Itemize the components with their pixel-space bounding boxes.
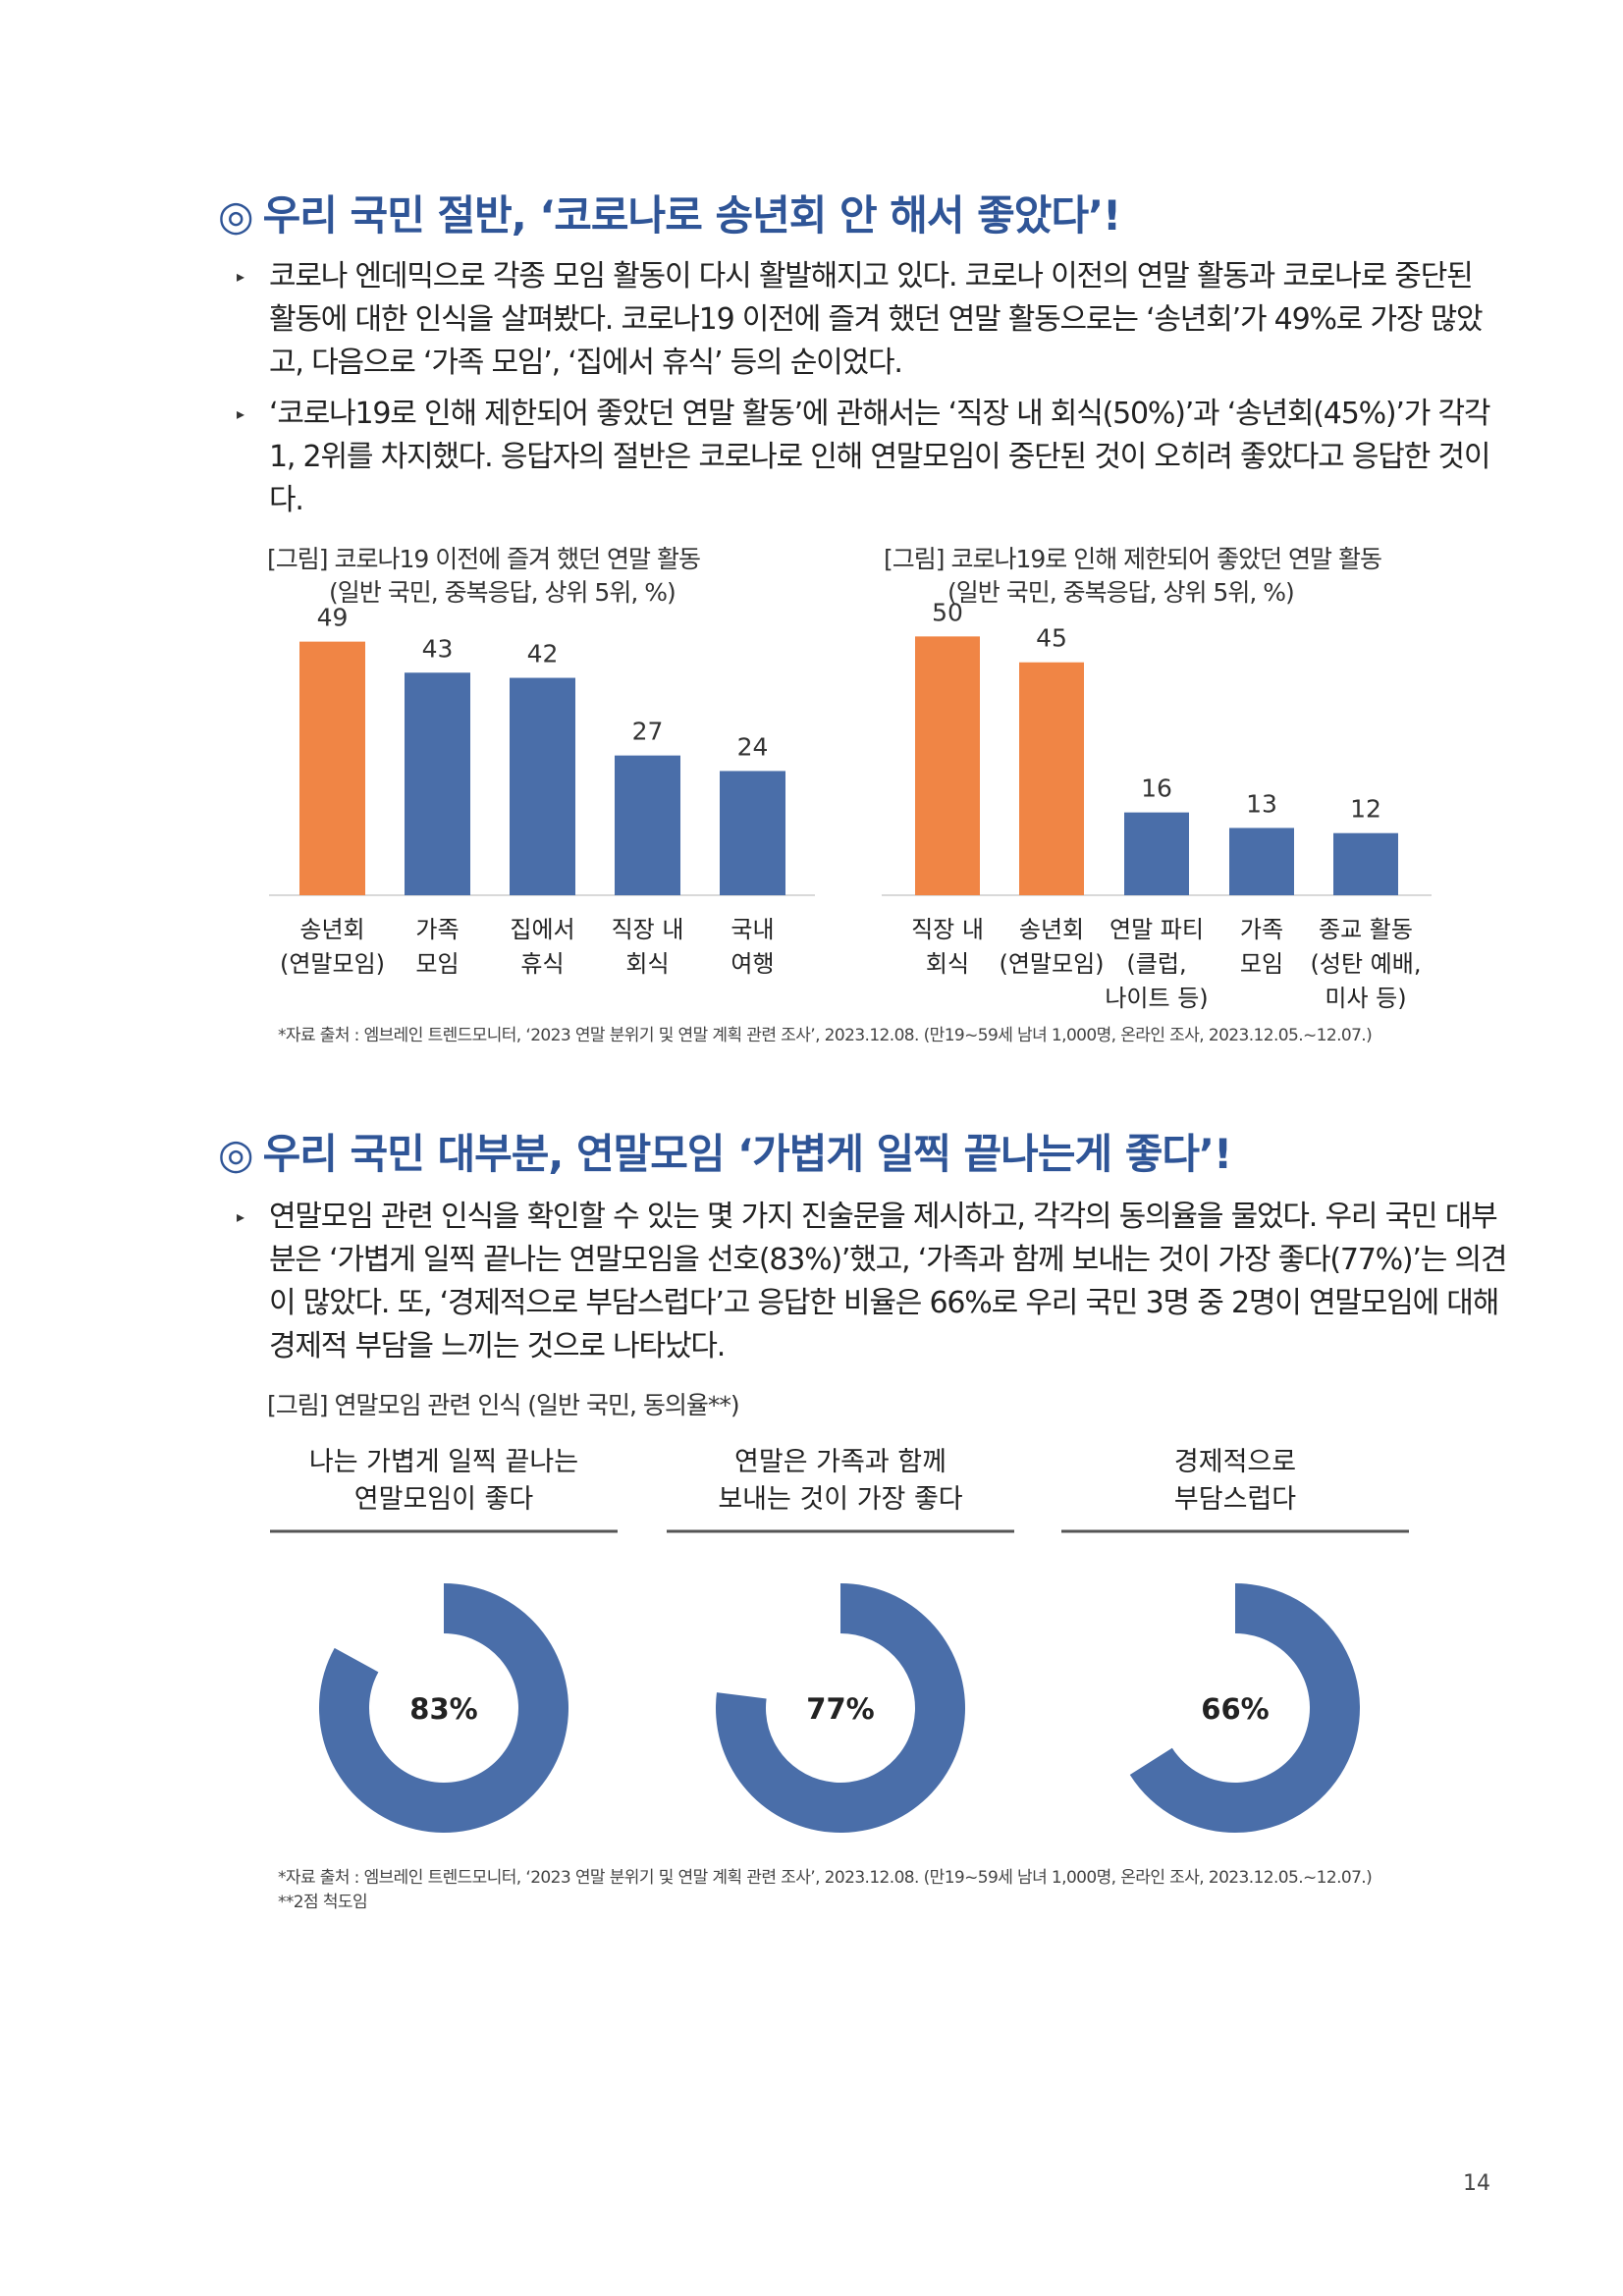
chart1-category-label: 여행 (730, 950, 774, 978)
text-line: 1, 2위를 차지했다. 응답자의 절반은 코로나로 인해 연말모임이 중단된 … (269, 440, 1490, 474)
chart2-category-label: (연말모임) (999, 950, 1104, 978)
text-line: 다. (269, 483, 304, 517)
chart1-value-label: 42 (527, 640, 559, 668)
chart2-category-label: 모임 (1240, 950, 1283, 978)
text-line: 연말모임 관련 인식을 확인할 수 있는 몇 가지 진술문을 제시하고, 각각의… (269, 1200, 1498, 1234)
section1-paragraph-2: ▸ ‘코로나19로 인해 제한되어 좋았던 연말 활동’에 관해서는 ‘직장 내… (237, 393, 1516, 522)
text-line: 고, 다음으로 ‘가족 모임’, ‘집에서 휴식’ 등의 순이었다. (269, 346, 903, 380)
text-line: ‘코로나19로 인해 제한되어 좋았던 연말 활동’에 관해서는 ‘직장 내 회… (269, 397, 1490, 431)
chart1-category-label: (연말모임) (280, 950, 385, 978)
text-line: 이 많았다. 또, ‘경제적으로 부담스럽다’고 응답한 비율은 66%로 우리… (269, 1286, 1499, 1320)
chart1-category-label: 휴식 (520, 950, 564, 978)
chart2-category-label: 송년회 (1019, 916, 1084, 943)
bullet-icon: ▸ (237, 1207, 244, 1226)
chart1-bar (510, 677, 575, 895)
text-line: 코로나 엔데믹으로 각종 모임 활동이 다시 활발해지고 있다. 코로나 이전의… (269, 259, 1474, 294)
chart2-category-label: (클럽, (1126, 950, 1186, 978)
chart2-bar (1019, 662, 1084, 895)
donut-heading: 부담스럽다 (1174, 1484, 1296, 1515)
donut-heading: 나는 가볍게 일찍 끝나는 (309, 1447, 578, 1477)
chart2-category-label: 직장 내 (911, 916, 984, 943)
text-line: 활동에 대한 인식을 살펴봤다. 코로나19 이전에 즐겨 했던 연말 활동으로… (269, 302, 1484, 337)
bullet-icon: ▸ (237, 404, 244, 423)
chart2-value-label: 45 (1036, 624, 1067, 653)
section1-paragraph-1: ▸ 코로나 엔데믹으로 각종 모임 활동이 다시 활발해지고 있다. 코로나 이… (237, 255, 1516, 385)
chart1-value-label: 27 (632, 718, 664, 746)
donut-value-label: 83% (409, 1692, 477, 1726)
chart2-bar (1229, 828, 1294, 895)
chart2-title: [그림] 코로나19로 인해 제한되어 좋았던 연말 활동 (884, 545, 1382, 573)
donut-segment (318, 1583, 568, 1833)
chart2-category-label: 미사 등) (1325, 985, 1406, 1012)
chart1-bar (299, 641, 365, 895)
donut-segment (1129, 1583, 1360, 1833)
section1-heading: ◎ 우리 국민 절반, ‘코로나로 송년회 안 해서 좋았다’! (218, 183, 1122, 242)
chart3-title: [그림] 연말모임 관련 인식 (일반 국민, 동의율**) (267, 1391, 740, 1419)
chart2-category-label: 가족 (1240, 916, 1283, 943)
donut-value-label: 66% (1201, 1692, 1269, 1726)
chart1-category-label: 집에서 (510, 916, 574, 943)
chart2-subtitle: (일반 국민, 중복응답, 상위 5위, %) (947, 578, 1295, 607)
section2-title: 우리 국민 대부분, 연말모임 ‘가볍게 일찍 끝나는게 좋다’! (262, 1130, 1232, 1178)
chart1-bar (720, 771, 785, 895)
text-line: 분은 ‘가볍게 일찍 끝나는 연말모임을 선호(83%)’했고, ‘가족과 함께… (269, 1243, 1507, 1277)
chart2-bar (1333, 832, 1398, 895)
section2-heading: ◎ 우리 국민 대부분, 연말모임 ‘가볍게 일찍 끝나는게 좋다’! (218, 1121, 1232, 1181)
section1-title: 우리 국민 절반, ‘코로나로 송년회 안 해서 좋았다’! (262, 191, 1122, 240)
chart1-category-label: 국내 (730, 916, 774, 943)
chart1-value-label: 49 (317, 604, 349, 632)
chart2-category-label: 종교 활동 (1319, 916, 1413, 943)
chart2-value-label: 12 (1350, 795, 1381, 824)
donut-segment (716, 1583, 965, 1833)
donut-heading: 연말은 가족과 함께 (734, 1447, 947, 1477)
donut-value-label: 77% (806, 1692, 874, 1726)
chart2-value-label: 50 (932, 598, 963, 626)
chart2-category-label: 회식 (926, 950, 969, 978)
bullet-icon: ▸ (237, 267, 244, 286)
chart1-title: [그림] 코로나19 이전에 즐겨 했던 연말 활동 (267, 545, 701, 573)
donut-heading: 연말모임이 좋다 (354, 1484, 534, 1515)
double-circle-icon: ◎ (218, 1130, 254, 1178)
chart1-value-label: 24 (737, 732, 769, 761)
chart1-category-label: 모임 (415, 950, 459, 978)
section2-source-line-2: **2점 척도임 (278, 1893, 368, 1912)
donut-heading: 보내는 것이 가장 좋다 (718, 1484, 962, 1515)
chart1-category-label: 회식 (625, 950, 669, 978)
chart1-value-label: 43 (422, 634, 454, 663)
chart1-bar (615, 755, 680, 895)
donut-heading: 경제적으로 (1174, 1447, 1296, 1477)
chart2-category-label: 나이트 등) (1105, 985, 1208, 1012)
chart2-category-label: (성탄 예배, (1311, 950, 1422, 978)
chart2-category-label: 연말 파티 (1109, 916, 1204, 943)
chart1-subtitle: (일반 국민, 중복응답, 상위 5위, %) (329, 578, 676, 607)
chart2-value-label: 16 (1141, 774, 1172, 803)
chart1-bar (405, 672, 470, 895)
chart1-category-label: 직장 내 (612, 916, 684, 943)
chart2-bar (1124, 812, 1189, 895)
chart1-category-label: 송년회 (299, 916, 364, 943)
double-circle-icon: ◎ (218, 191, 254, 240)
chart2-value-label: 13 (1246, 789, 1277, 818)
section2-source-line-1: *자료 출처 : 엠브레인 트렌드모니터, ‘2023 연말 분위기 및 연말 … (278, 1868, 1373, 1888)
chart1-category-label: 가족 (415, 916, 459, 943)
text-line: 경제적 부담을 느끼는 것으로 나타났다. (269, 1329, 726, 1363)
page-number: 14 (1463, 2171, 1490, 2196)
section1-source: *자료 출처 : 엠브레인 트렌드모니터, ‘2023 연말 분위기 및 연말 … (278, 1026, 1373, 1045)
chart2-bar (915, 636, 980, 895)
section2-paragraph-1: ▸ 연말모임 관련 인식을 확인할 수 있는 몇 가지 진술문을 제시하고, 각… (237, 1196, 1516, 1368)
